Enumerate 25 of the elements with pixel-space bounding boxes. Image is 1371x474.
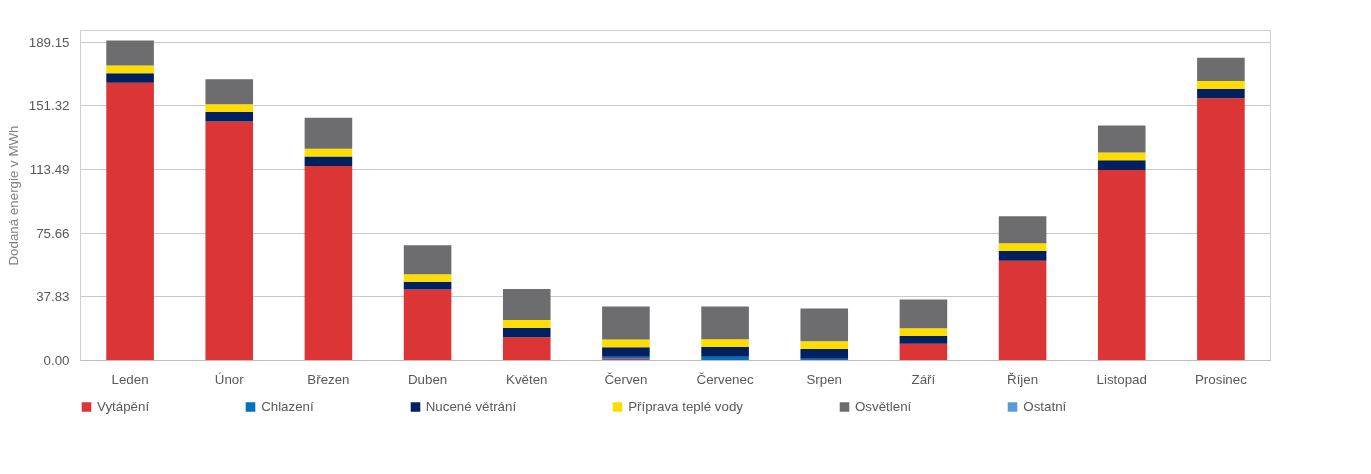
legend-label: Osvětlení [854, 398, 912, 414]
y-tick-label: 151.32 [28, 98, 70, 114]
x-tick-label: Duben [407, 371, 448, 387]
legend-label: Příprava teplé vody [628, 398, 743, 414]
x-tick-label: Prosinec [1194, 371, 1248, 387]
y-tick-label: 37.83 [36, 289, 70, 305]
legend-label: Ostatní [1023, 398, 1067, 414]
x-tick-label: Únor [214, 371, 245, 387]
x-tick-label: Říjen [1007, 371, 1039, 387]
legend-label: Nucené větrání [425, 398, 517, 414]
y-tick-label: 113.49 [29, 161, 70, 177]
legend-label: Chlazení [261, 398, 314, 414]
x-tick-label: Září [911, 371, 936, 387]
x-tick-label: Květen [506, 371, 548, 387]
x-tick-label: Červenec [696, 371, 754, 387]
y-tick-label: 75.66 [36, 225, 70, 241]
legend-label: Vytápění [97, 398, 150, 414]
y-axis-title: Dodaná energie v MWh [5, 125, 21, 266]
x-tick-label: Listopad [1096, 371, 1147, 387]
x-tick-label: Srpen [806, 371, 843, 387]
x-tick-label: Leden [111, 371, 149, 387]
x-tick-label: Březen [307, 371, 350, 387]
y-tick-label: 189.15 [28, 34, 70, 50]
y-tick-label: 0.00 [43, 353, 70, 368]
x-tick-label: Červen [604, 371, 648, 387]
